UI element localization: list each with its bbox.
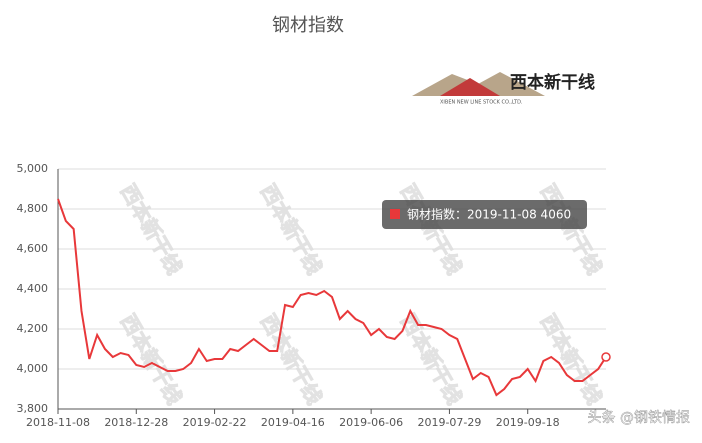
logo: 西本新干线 XIBEN NEW LINE STOCK CO.,LTD. (412, 72, 595, 106)
footer: 头条 @钢铁情报 (588, 409, 690, 426)
line-series (57, 198, 607, 397)
y-tick-label: 4,600 (17, 242, 49, 255)
y-tick-label: 4,400 (17, 282, 49, 295)
tooltip: 钢材指数：2019-11-08 4060 (382, 200, 587, 229)
x-tick-label: 2019-02-22 (183, 416, 247, 429)
x-tick-label: 2019-06-06 (339, 416, 403, 429)
logo-subtitle: XIBEN NEW LINE STOCK CO.,LTD. (440, 100, 523, 106)
chart-title: 钢材指数 (272, 15, 344, 36)
grid: 3,800 4,000 4,200 4,400 4,600 4,800 5,000 2018-… (17, 162, 606, 429)
tooltip-text: 钢材指数：2019-11-08 4060 (407, 207, 571, 222)
y-tick-label: 4,800 (17, 202, 49, 215)
tooltip-swatch (390, 209, 400, 219)
logo-mountain (440, 78, 500, 96)
x-tick-label: 2019-04-16 (261, 416, 325, 429)
tooltip-box (382, 200, 587, 229)
watermark: 西本新干线 (116, 310, 187, 409)
highlight-point (601, 352, 611, 362)
y-tick-label: 4,000 (17, 362, 49, 375)
watermark: 西本新干线 (256, 310, 327, 409)
x-tick-label: 2018-11-08 (26, 416, 90, 429)
y-tick-label: 3,800 (17, 402, 49, 415)
watermark: 西本新干线 (256, 180, 327, 279)
y-tick-label: 4,200 (17, 322, 49, 335)
y-tick-label: 5,000 (17, 162, 49, 175)
x-tick-label: 2019-09-18 (496, 416, 560, 429)
watermark: 西本新干线 (396, 310, 467, 409)
logo-text: 西本新干线 (510, 72, 595, 93)
x-tick-label: 2019-07-29 (417, 416, 481, 429)
plot (57, 198, 611, 397)
watermark: 西本新干线 (536, 180, 607, 279)
x-tick-label: 2018-12-28 (104, 416, 168, 429)
watermark: 西本新干线 (396, 180, 467, 279)
watermark: 西本新干线 (116, 180, 187, 279)
